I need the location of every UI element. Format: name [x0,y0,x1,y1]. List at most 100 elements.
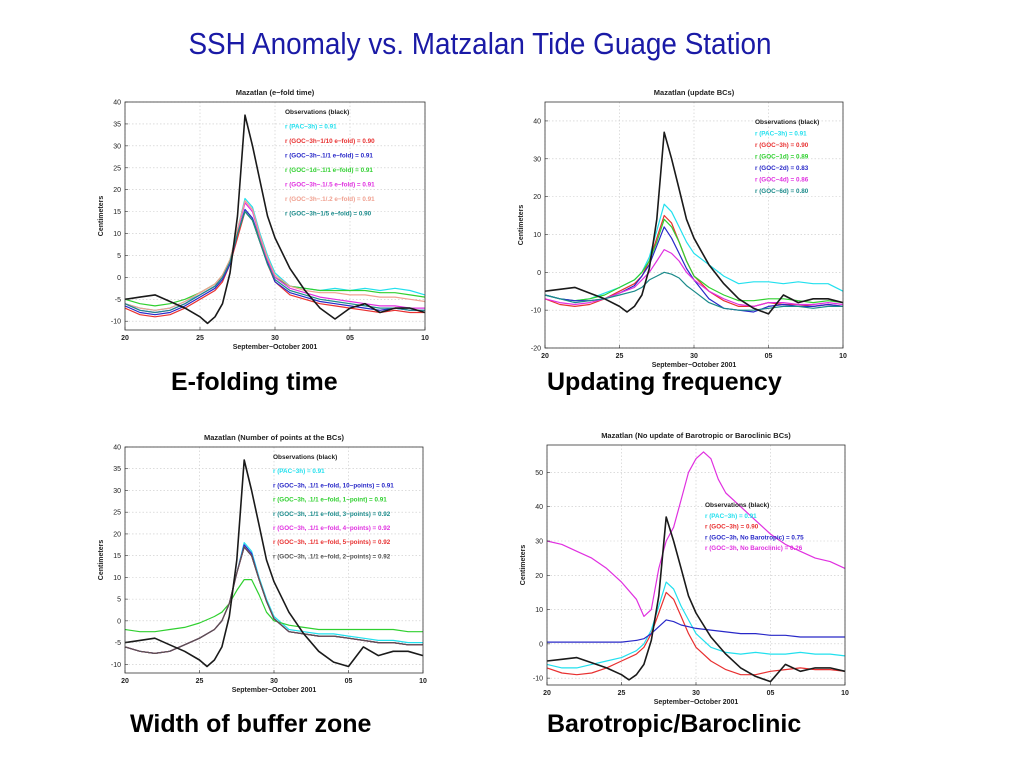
y-tick-label: -20 [531,346,541,353]
y-tick-label: 10 [533,232,541,239]
legend-entry: r (GOC−4d) = 0.86 [755,177,809,184]
chart-bc: -10 0 10 20 30 40 50 20 25 30 05 10 Mazatlan (No upd… [520,431,849,706]
y-tick-label: 25 [113,165,121,172]
legend-entry: r (PAC−3h) = 0.91 [755,131,807,138]
y-tick-label: 30 [533,156,541,163]
x-tick-label: 05 [765,353,773,360]
y-tick-label: -10 [111,319,121,326]
y-tick-label: 0 [117,275,121,282]
caption-efolding-time: E-folding time [171,368,338,396]
x-tick-label: 30 [271,335,279,342]
y-tick-label: 35 [113,466,121,473]
legend-entry: r (PAC−3h) = 0.91 [705,513,757,520]
chart-panel-points: -10 -5 0 5 10 15 20 25 30 35 40 20 25 30 05 10 Mazatlan … [95,425,440,700]
legend-entry: r (GOC−3h, .1/1 e−fold, 1−point) = 0.91 [273,497,387,504]
y-axis-label: Centimeters [98,196,105,237]
page-title: SSH Anomaly vs. Matzalan Tide Guage Stat… [188,26,772,61]
x-axis-label: September−October 2001 [654,699,739,706]
y-tick-label: 40 [535,504,543,511]
y-axis-label: Centimeters [520,545,527,586]
y-tick-label: 15 [113,209,121,216]
series-line [124,459,424,668]
legend-entry: r (GOC−3h, .1/1 e−fold, 5−points) = 0.92 [273,539,391,546]
x-tick-label: 10 [839,353,847,360]
series-line [546,516,846,683]
y-tick-label: 20 [535,573,543,580]
y-tick-label: 30 [113,143,121,150]
y-tick-label: 10 [535,607,543,614]
y-tick-label: -10 [533,676,543,683]
chart-title: Mazatlan (e−fold time) [236,88,315,97]
y-tick-label: 20 [113,187,121,194]
x-axis-label: September−October 2001 [232,687,317,694]
legend-entry: r (GOC−3h) = 0.90 [755,142,809,149]
y-tick-label: 40 [533,118,541,125]
legend-entry: r (GOC−3h) = 0.90 [705,524,759,531]
series-line [124,114,426,325]
caption-updating-frequency: Updating frequency [547,368,782,396]
legend-entry: r (GOC−1d−.1/1 e−fold) = 0.91 [285,167,373,174]
chart-title: Mazatlan (Number of points at the BCs) [204,433,345,442]
x-tick-label: 10 [421,335,429,342]
y-tick-label: 20 [533,194,541,201]
y-tick-label: 50 [535,470,543,477]
legend-entry: r (GOC−3h, .1/1 e−fold, 3−points) = 0.92 [273,511,391,518]
chart-update: -20 -10 0 10 20 30 40 20 25 30 05 10 Mazatlan (updat… [518,88,847,369]
x-tick-label: 05 [345,678,353,685]
x-tick-label: 05 [346,335,354,342]
legend-entry: r (GOC−3h−.1/1 e−fold) = 0.91 [285,153,373,160]
legend-entry: r (PAC−3h) = 0.91 [273,468,325,475]
legend-entry: r (GOC−3h−1/10 e−fold) = 0.90 [285,138,375,145]
y-tick-label: 10 [113,575,121,582]
chart-panel-update: -20 -10 0 10 20 30 40 20 25 30 05 10 Mazatlan (updat… [505,82,850,369]
x-tick-label: 10 [841,690,849,697]
y-tick-label: -5 [115,640,121,647]
caption-barotropic-baroclinic: Barotropic/Baroclinic [547,710,802,738]
legend-header: Observations (black) [755,119,819,126]
x-tick-label: 20 [541,353,549,360]
legend-entry: r (GOC−3h, No Baroclinic) = 0.26 [705,545,803,552]
y-tick-label: 5 [117,253,121,260]
legend-entry: r (GOC−1d) = 0.89 [755,154,809,161]
y-tick-label: -10 [111,662,121,669]
chart-panel-bc: -10 0 10 20 30 40 50 20 25 30 05 10 Mazatlan (No upd… [505,425,850,706]
y-tick-label: 10 [113,231,121,238]
chart-title: Mazatlan (No update of Barotropic or Bar… [601,431,791,440]
series-line [547,619,845,643]
series-line [546,451,846,617]
x-tick-label: 25 [618,690,626,697]
y-tick-label: -10 [531,308,541,315]
x-tick-label: 25 [196,335,204,342]
x-tick-label: 10 [419,678,427,685]
y-tick-label: 35 [113,121,121,128]
series-line [124,579,423,633]
y-tick-label: 25 [113,510,121,517]
y-axis-label: Centimeters [98,540,105,581]
x-tick-label: 30 [270,678,278,685]
y-tick-label: 0 [537,270,541,277]
legend-entry: r (GOC−2d) = 0.83 [755,165,809,172]
legend-entry: r (GOC−3h, No Barotropic) = 0.75 [705,534,804,541]
y-tick-label: 30 [113,488,121,495]
x-tick-label: 20 [121,678,129,685]
series-line [544,218,844,304]
legend-entry: r (GOC−3h, .1/1 e−fold, 10−points) = 0.9… [273,482,394,489]
chart-panel-efold: -10 -5 0 5 10 15 20 25 30 35 40 20 25 30 05 10 Mazatlan … [95,82,440,362]
legend-entry: r (GOC−3h−1/5 e−fold) = 0.90 [285,211,372,218]
legend-entry: r (GOC−3h−.1/.2 e−fold) = 0.91 [285,196,375,203]
y-tick-label: 5 [117,597,121,604]
y-tick-label: 0 [539,641,543,648]
series-line [124,211,425,314]
x-tick-label: 20 [121,335,129,342]
series-line [546,581,846,669]
y-tick-label: 20 [113,531,121,538]
legend-entry: r (PAC−3h) = 0.91 [285,124,337,131]
x-tick-label: 20 [543,690,551,697]
chart-title: Mazatlan (update BCs) [654,88,735,97]
y-tick-label: 0 [117,618,121,625]
x-tick-label: 05 [767,690,775,697]
series-line [544,203,844,302]
legend-header: Observations (black) [273,454,337,461]
